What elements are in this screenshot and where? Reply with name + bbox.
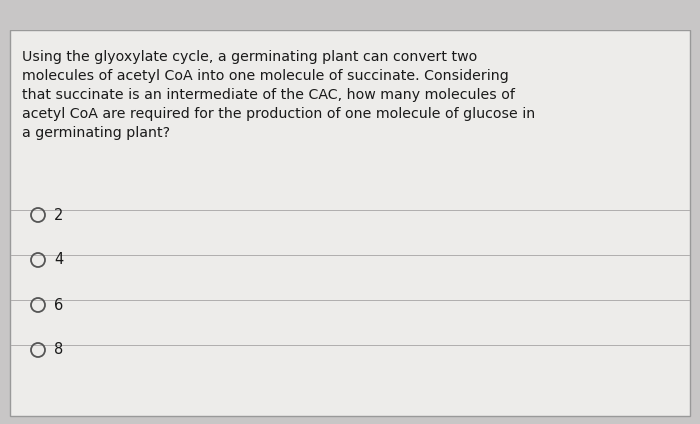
Text: that succinate is an intermediate of the CAC, how many molecules of: that succinate is an intermediate of the… (22, 88, 515, 102)
Text: a germinating plant?: a germinating plant? (22, 126, 170, 140)
Text: 2: 2 (54, 207, 64, 223)
FancyBboxPatch shape (10, 30, 690, 416)
Text: acetyl CoA are required for the production of one molecule of glucose in: acetyl CoA are required for the producti… (22, 107, 536, 121)
Text: 8: 8 (54, 343, 63, 357)
Text: Using the glyoxylate cycle, a germinating plant can convert two: Using the glyoxylate cycle, a germinatin… (22, 50, 477, 64)
FancyBboxPatch shape (0, 0, 700, 30)
Text: 6: 6 (54, 298, 63, 312)
Text: molecules of acetyl CoA into one molecule of succinate. Considering: molecules of acetyl CoA into one molecul… (22, 69, 509, 83)
Text: 4: 4 (54, 253, 63, 268)
